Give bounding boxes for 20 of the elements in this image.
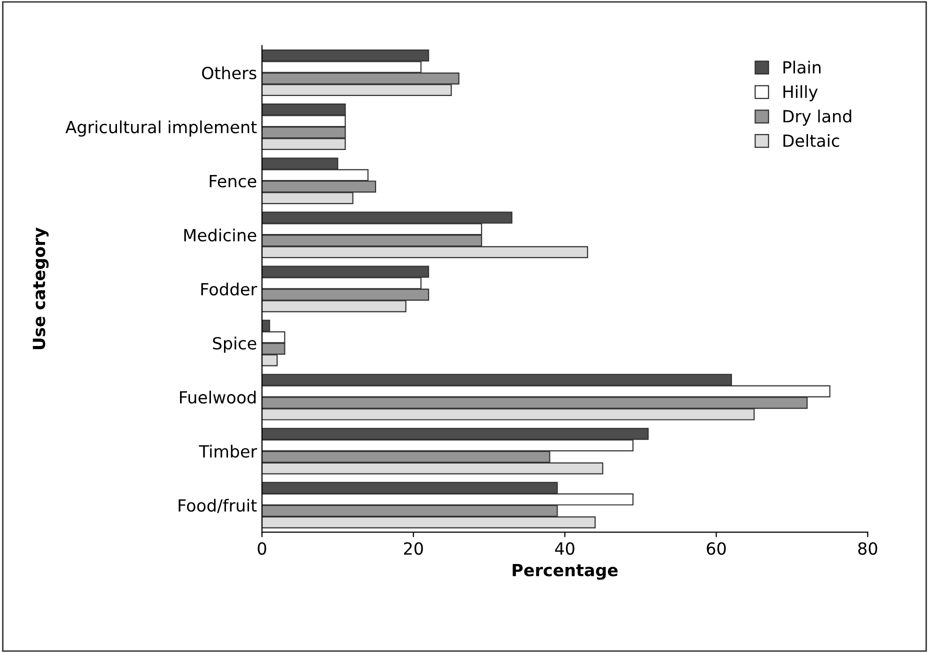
y-tick-label: Agricultural implement bbox=[65, 120, 257, 137]
y-tick-label: Timber bbox=[198, 444, 258, 458]
legend-label: Hilly bbox=[783, 85, 818, 102]
x-tick-label: 60 bbox=[706, 542, 726, 555]
y-tick-label: Fuelwood bbox=[180, 390, 256, 404]
x-tick-label: 20 bbox=[404, 542, 423, 555]
x-tick-label: 40 bbox=[555, 542, 574, 555]
y-tick-label: Food/fruit bbox=[178, 498, 257, 514]
x-tick-label: 0 bbox=[258, 542, 266, 555]
x-axis-title: Percentage bbox=[512, 564, 618, 580]
y-tick-label: Others bbox=[202, 66, 256, 80]
y-tick-label: Medicine bbox=[184, 228, 256, 242]
y-axis-title: Use category bbox=[32, 228, 49, 350]
legend-label: Deltaic bbox=[783, 134, 840, 147]
y-tick-label: Fence bbox=[210, 175, 256, 188]
legend-label: Plain bbox=[783, 60, 821, 74]
x-tick-label: 80 bbox=[858, 542, 878, 555]
y-tick-label: Spice bbox=[213, 336, 256, 353]
legend-label: Dry land bbox=[783, 110, 852, 126]
y-tick-label: Fodder bbox=[201, 282, 258, 296]
